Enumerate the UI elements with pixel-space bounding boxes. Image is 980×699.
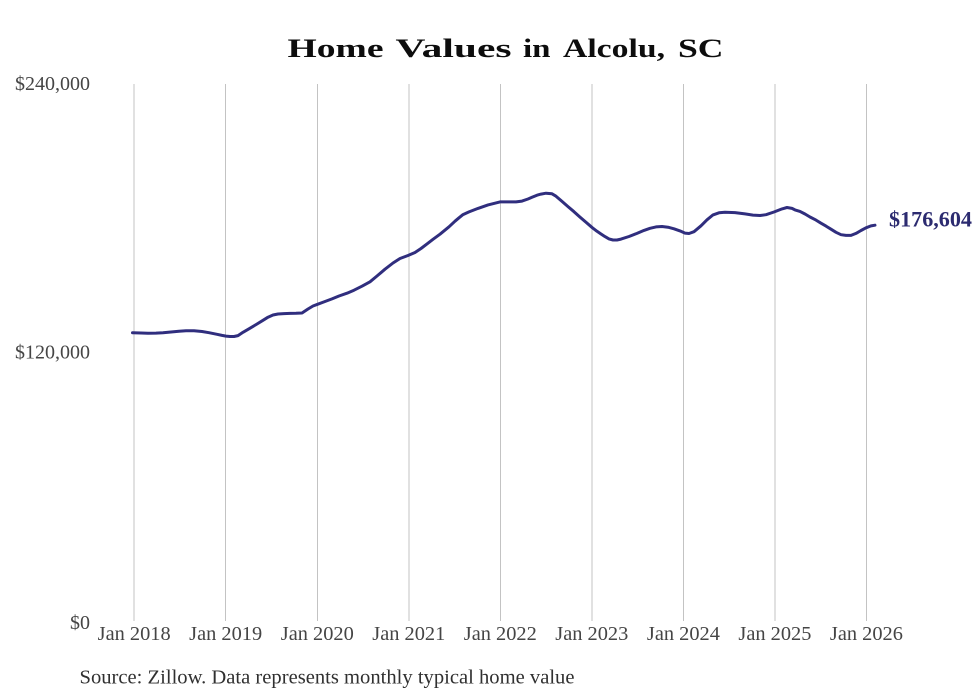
svg-text:Jan 2020: Jan 2020 — [281, 623, 354, 645]
svg-text:Values: Values — [396, 34, 512, 63]
svg-text:Jan 2021: Jan 2021 — [372, 623, 445, 645]
svg-text:Jan 2025: Jan 2025 — [738, 623, 811, 645]
svg-text:$240,000: $240,000 — [15, 73, 90, 95]
svg-text:SC: SC — [678, 34, 724, 63]
svg-text:Jan 2018: Jan 2018 — [98, 623, 171, 645]
svg-text:$0: $0 — [70, 612, 90, 634]
svg-text:$120,000: $120,000 — [15, 342, 90, 364]
svg-text:Jan 2024: Jan 2024 — [647, 623, 720, 645]
svg-text:in: in — [523, 34, 551, 63]
svg-text:Jan 2022: Jan 2022 — [464, 623, 537, 645]
svg-text:Jan 2019: Jan 2019 — [189, 623, 262, 645]
svg-text:Home: Home — [288, 34, 384, 63]
svg-text:Source: Zillow. Data represent: Source: Zillow. Data represents monthly … — [80, 667, 575, 689]
svg-text:$176,604: $176,604 — [889, 207, 972, 232]
svg-text:Alcolu,: Alcolu, — [563, 34, 665, 63]
svg-text:Jan 2026: Jan 2026 — [830, 623, 903, 645]
svg-text:Jan 2023: Jan 2023 — [555, 623, 628, 645]
